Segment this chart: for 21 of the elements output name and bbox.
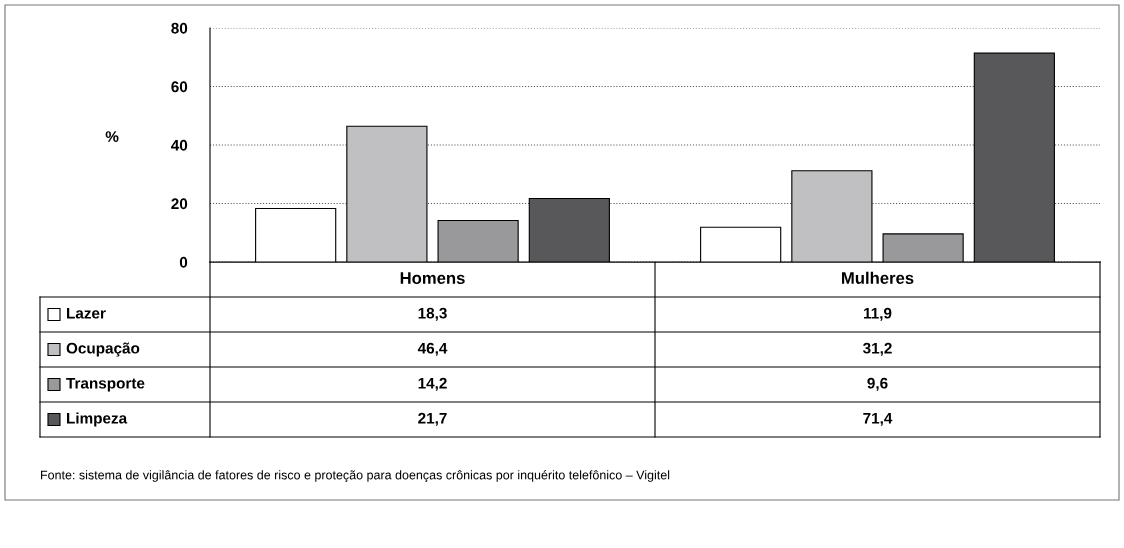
- data-label: 31,2: [862, 342, 892, 356]
- x-tick-label: Homens: [400, 272, 465, 284]
- data-label: 46,4: [417, 342, 448, 356]
- data-label: 21,7: [418, 412, 447, 426]
- y-tick-label: 40: [171, 139, 188, 151]
- y-tick-label: 80: [171, 22, 188, 34]
- legend-label: Ocupação: [66, 342, 140, 357]
- data-label: 11,9: [864, 307, 892, 321]
- data-label: 71,4: [863, 412, 893, 426]
- data-label: 14,2: [418, 377, 447, 391]
- y-tick-label: 60: [171, 81, 188, 93]
- legend-label: Limpeza: [67, 412, 128, 427]
- legend-label: Lazer: [67, 307, 106, 319]
- data-label: 9,6: [867, 377, 888, 391]
- x-tick-label: Mulheres: [842, 271, 914, 284]
- y-axis-title: %: [105, 131, 119, 142]
- source-note: Fonte: sistema de vigilância de fatores de risco e proteção para doenças crônicas por inquérito telefônico – Vigitel: [41, 470, 670, 482]
- legend-label: Transporte: [66, 377, 145, 392]
- data-label: 18,3: [418, 307, 447, 321]
- y-tick-label: 20: [171, 198, 188, 210]
- y-tick-label: 0: [179, 256, 188, 268]
